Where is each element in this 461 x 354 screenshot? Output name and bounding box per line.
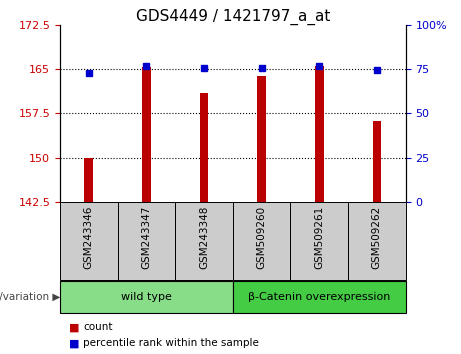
Bar: [372, 121, 381, 202]
Bar: [60, 202, 118, 280]
Bar: [118, 202, 175, 280]
Bar: [142, 67, 151, 202]
Text: GSM243347: GSM243347: [142, 206, 151, 269]
Text: ■: ■: [69, 322, 80, 332]
Text: GSM243348: GSM243348: [199, 206, 209, 269]
Text: GSM243346: GSM243346: [84, 206, 94, 269]
Bar: [60, 281, 233, 313]
Bar: [200, 93, 208, 202]
Text: wild type: wild type: [121, 292, 172, 302]
Text: count: count: [83, 322, 112, 332]
Text: GSM509261: GSM509261: [314, 206, 324, 269]
Title: GDS4449 / 1421797_a_at: GDS4449 / 1421797_a_at: [136, 8, 330, 25]
Bar: [233, 202, 290, 280]
Text: percentile rank within the sample: percentile rank within the sample: [83, 338, 259, 348]
Text: GSM509260: GSM509260: [257, 206, 266, 269]
Bar: [233, 281, 406, 313]
Bar: [348, 202, 406, 280]
Text: genotype/variation ▶: genotype/variation ▶: [0, 292, 60, 302]
Text: GSM509262: GSM509262: [372, 206, 382, 269]
Text: β-Catenin overexpression: β-Catenin overexpression: [248, 292, 390, 302]
Bar: [175, 202, 233, 280]
Bar: [84, 158, 93, 202]
Text: ■: ■: [69, 338, 80, 348]
Bar: [290, 202, 348, 280]
Bar: [315, 66, 324, 202]
Bar: [257, 76, 266, 202]
